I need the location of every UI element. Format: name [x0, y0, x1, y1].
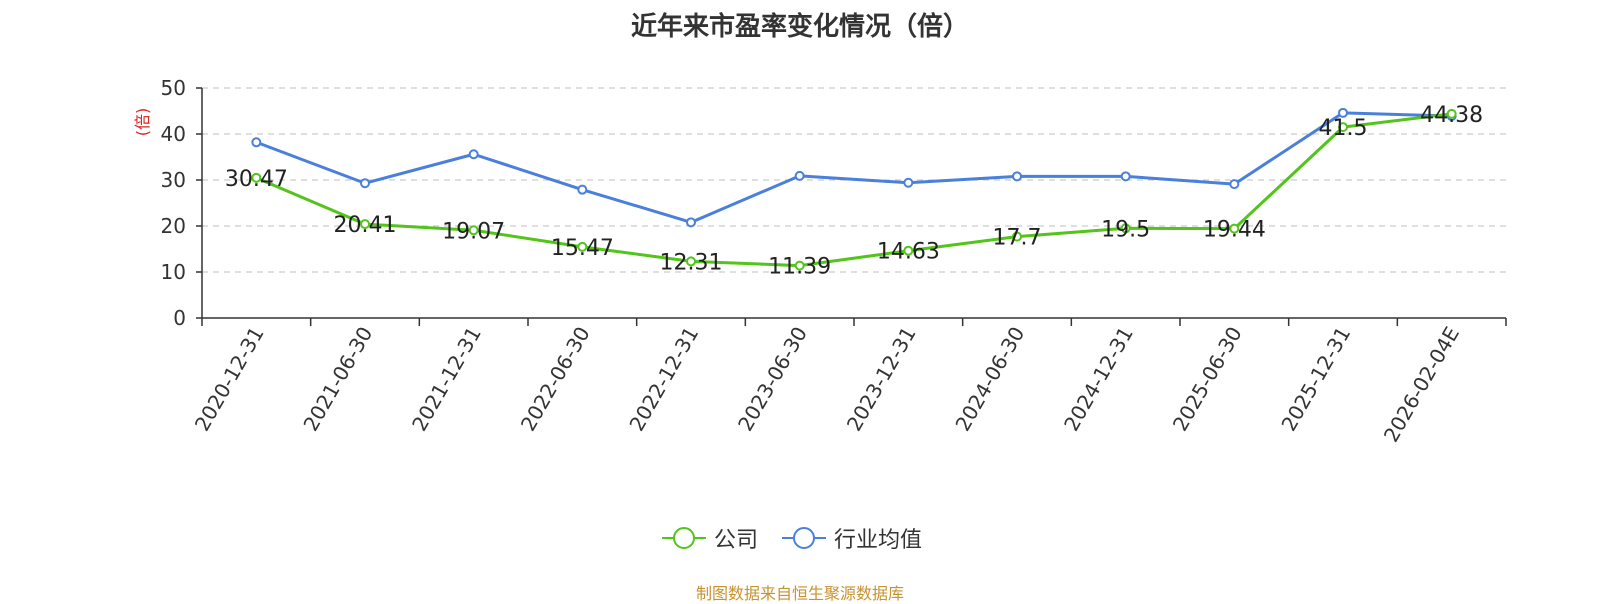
data-label: 19.07 [442, 219, 505, 244]
data-label: 15.47 [551, 236, 614, 261]
y-tick-label: 30 [161, 168, 186, 192]
x-tick-label: 2021-12-31 [407, 322, 486, 435]
data-label: 14.63 [877, 240, 940, 265]
data-point-0 [1120, 223, 1131, 234]
y-tick-label: 0 [173, 306, 186, 330]
data-point-1 [1229, 179, 1240, 190]
y-axis-label: (倍) [133, 108, 152, 137]
x-tick-label: 2025-12-31 [1276, 323, 1355, 436]
data-label: 17.7 [993, 226, 1042, 251]
x-tick-label: 2020-12-31 [190, 323, 269, 436]
chart-title: 近年来市盈率变化情况（倍） [630, 12, 969, 42]
data-label: 44.38 [1420, 103, 1483, 128]
x-tick-label: 2026-02-04E [1379, 323, 1464, 447]
y-tick-label: 50 [161, 76, 186, 100]
legend-label-company: 公司 [714, 528, 759, 553]
x-tick-label: 2023-12-31 [842, 322, 921, 435]
data-label: 20.41 [334, 213, 397, 238]
data-point-1 [794, 170, 805, 181]
data-point-1 [251, 137, 262, 148]
y-tick-label: 40 [161, 122, 186, 146]
legend: 公司 行业均值 [660, 522, 944, 554]
source-note: 制图数据来自恒生聚源数据库 [695, 584, 904, 603]
data-point-1 [1120, 171, 1131, 182]
data-point-0 [1446, 108, 1457, 119]
x-tick-label: 2024-12-31 [1059, 323, 1138, 436]
data-point-0 [1229, 223, 1240, 234]
data-label: 11.39 [768, 255, 831, 280]
data-label: 30.47 [225, 167, 288, 192]
data-point-0 [686, 256, 696, 267]
data-point-1 [577, 184, 588, 195]
data-point-1 [468, 149, 479, 160]
legend-label-industry: 行业均值 [834, 528, 923, 553]
data-point-0 [1012, 231, 1022, 242]
legend-marker-industry [782, 527, 827, 549]
data-point-1 [686, 217, 696, 228]
data-point-0 [468, 225, 479, 236]
x-tick-label: 2025-06-30 [1168, 323, 1247, 436]
data-point-0 [360, 219, 370, 230]
data-label: 12.31 [660, 250, 723, 275]
x-tick-label: 2023-06-30 [733, 323, 812, 436]
data-point-1 [1338, 107, 1348, 118]
data-point-1 [1012, 171, 1022, 182]
data-label: 41.5 [1319, 116, 1368, 141]
data-label: 19.5 [1101, 217, 1150, 242]
data-point-0 [251, 172, 262, 183]
data-point-0 [903, 245, 914, 256]
series-line-0 [255, 112, 1452, 268]
legend-marker-company [662, 527, 706, 549]
series-line-1 [255, 111, 1452, 224]
data-point-1 [903, 177, 914, 188]
x-tick-label: 2024-06-30 [950, 323, 1029, 436]
data-point-0 [1338, 122, 1348, 133]
data-point-0 [577, 241, 588, 252]
x-tick-label: 2022-06-30 [516, 323, 595, 436]
y-tick-label: 20 [161, 214, 186, 238]
y-tick-label: 10 [161, 260, 186, 284]
data-point-1 [360, 178, 370, 189]
data-label: 19.44 [1203, 218, 1266, 243]
legend-item-industry[interactable]: 行业均值 [780, 522, 922, 554]
legend-item-company[interactable]: 公司 [660, 522, 758, 554]
data-point-0 [794, 260, 805, 271]
x-tick-label: 2022-12-31 [624, 323, 703, 436]
x-tick-label: 2021-06-30 [298, 323, 377, 436]
